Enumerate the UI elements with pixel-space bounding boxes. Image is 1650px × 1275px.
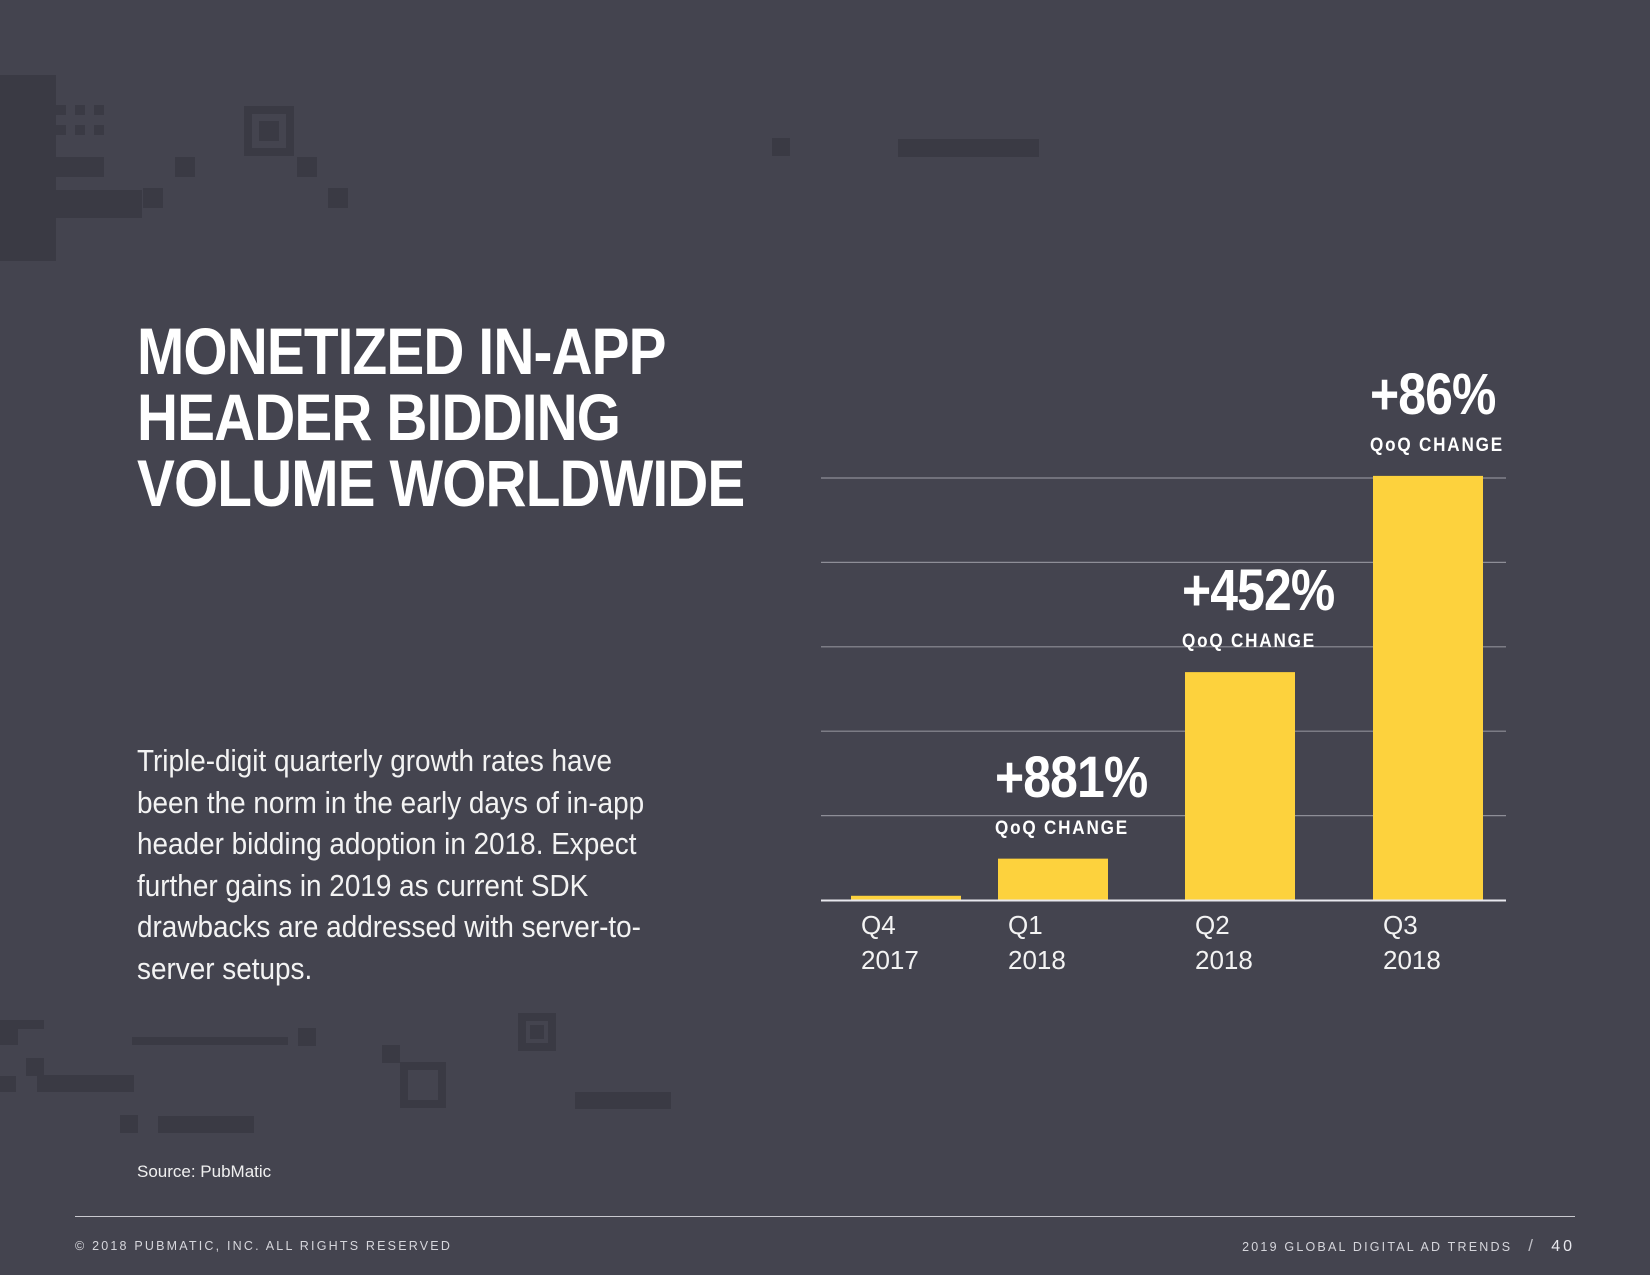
x-tick-label-line: Q1 xyxy=(1008,910,1043,940)
qoq-change-value: +881% xyxy=(995,744,1148,810)
qoq-change-value: +452% xyxy=(1182,558,1335,624)
title-line: HEADER BIDDING xyxy=(137,380,621,454)
qoq-change-annotation: +452% QoQ CHANGE xyxy=(1182,558,1359,653)
x-tick-label: Q2 2018 xyxy=(1195,908,1253,978)
qoq-change-caption: QoQ CHANGE xyxy=(1182,631,1316,653)
qoq-change-annotation: +881% QoQ CHANGE xyxy=(995,744,1172,839)
bar-q4-2017 xyxy=(851,895,961,900)
qoq-change-caption: QoQ CHANGE xyxy=(1370,434,1504,456)
x-tick-label-line: 2018 xyxy=(1383,945,1441,975)
page-title: MONETIZED IN-APP HEADER BIDDING VOLUME W… xyxy=(137,314,745,520)
qoq-change-caption: QoQ CHANGE xyxy=(995,817,1129,839)
footer-right: 2019 GLOBAL DIGITAL AD TRENDS / 40 xyxy=(1242,1236,1575,1256)
body-paragraph: Triple-digit quarterly growth rates have… xyxy=(137,743,645,986)
title-line: MONETIZED IN-APP xyxy=(137,314,666,388)
x-tick-label-line: Q2 xyxy=(1195,910,1230,940)
bar-q2-2018 xyxy=(1185,672,1295,900)
x-tick-label-line: Q4 xyxy=(861,910,896,940)
x-tick-label-line: Q3 xyxy=(1383,910,1418,940)
x-tick-label: Q4 2017 xyxy=(861,908,919,978)
x-tick-label-line: 2018 xyxy=(1008,945,1066,975)
source-note: Source: PubMatic xyxy=(137,1162,272,1181)
qoq-change-value: +86% xyxy=(1370,361,1496,427)
footer-report-title: 2019 GLOBAL DIGITAL AD TRENDS xyxy=(1242,1240,1513,1254)
bar-q1-2018 xyxy=(998,858,1108,900)
qoq-change-annotation: +86% QoQ CHANGE xyxy=(1370,361,1519,456)
footer-copyright: © 2018 PUBMATIC, INC. ALL RIGHTS RESERVE… xyxy=(75,1239,453,1253)
x-tick-label: Q1 2018 xyxy=(1008,908,1066,978)
footer-divider xyxy=(75,1216,1575,1217)
title-line: VOLUME WORLDWIDE xyxy=(137,446,745,520)
x-tick-label: Q3 2018 xyxy=(1383,908,1441,978)
page-number: 40 xyxy=(1551,1238,1575,1255)
footer-separator: / xyxy=(1528,1236,1536,1255)
x-tick-label-line: 2018 xyxy=(1195,945,1253,975)
bar-q3-2018 xyxy=(1373,475,1483,900)
x-tick-label-line: 2017 xyxy=(861,945,919,975)
